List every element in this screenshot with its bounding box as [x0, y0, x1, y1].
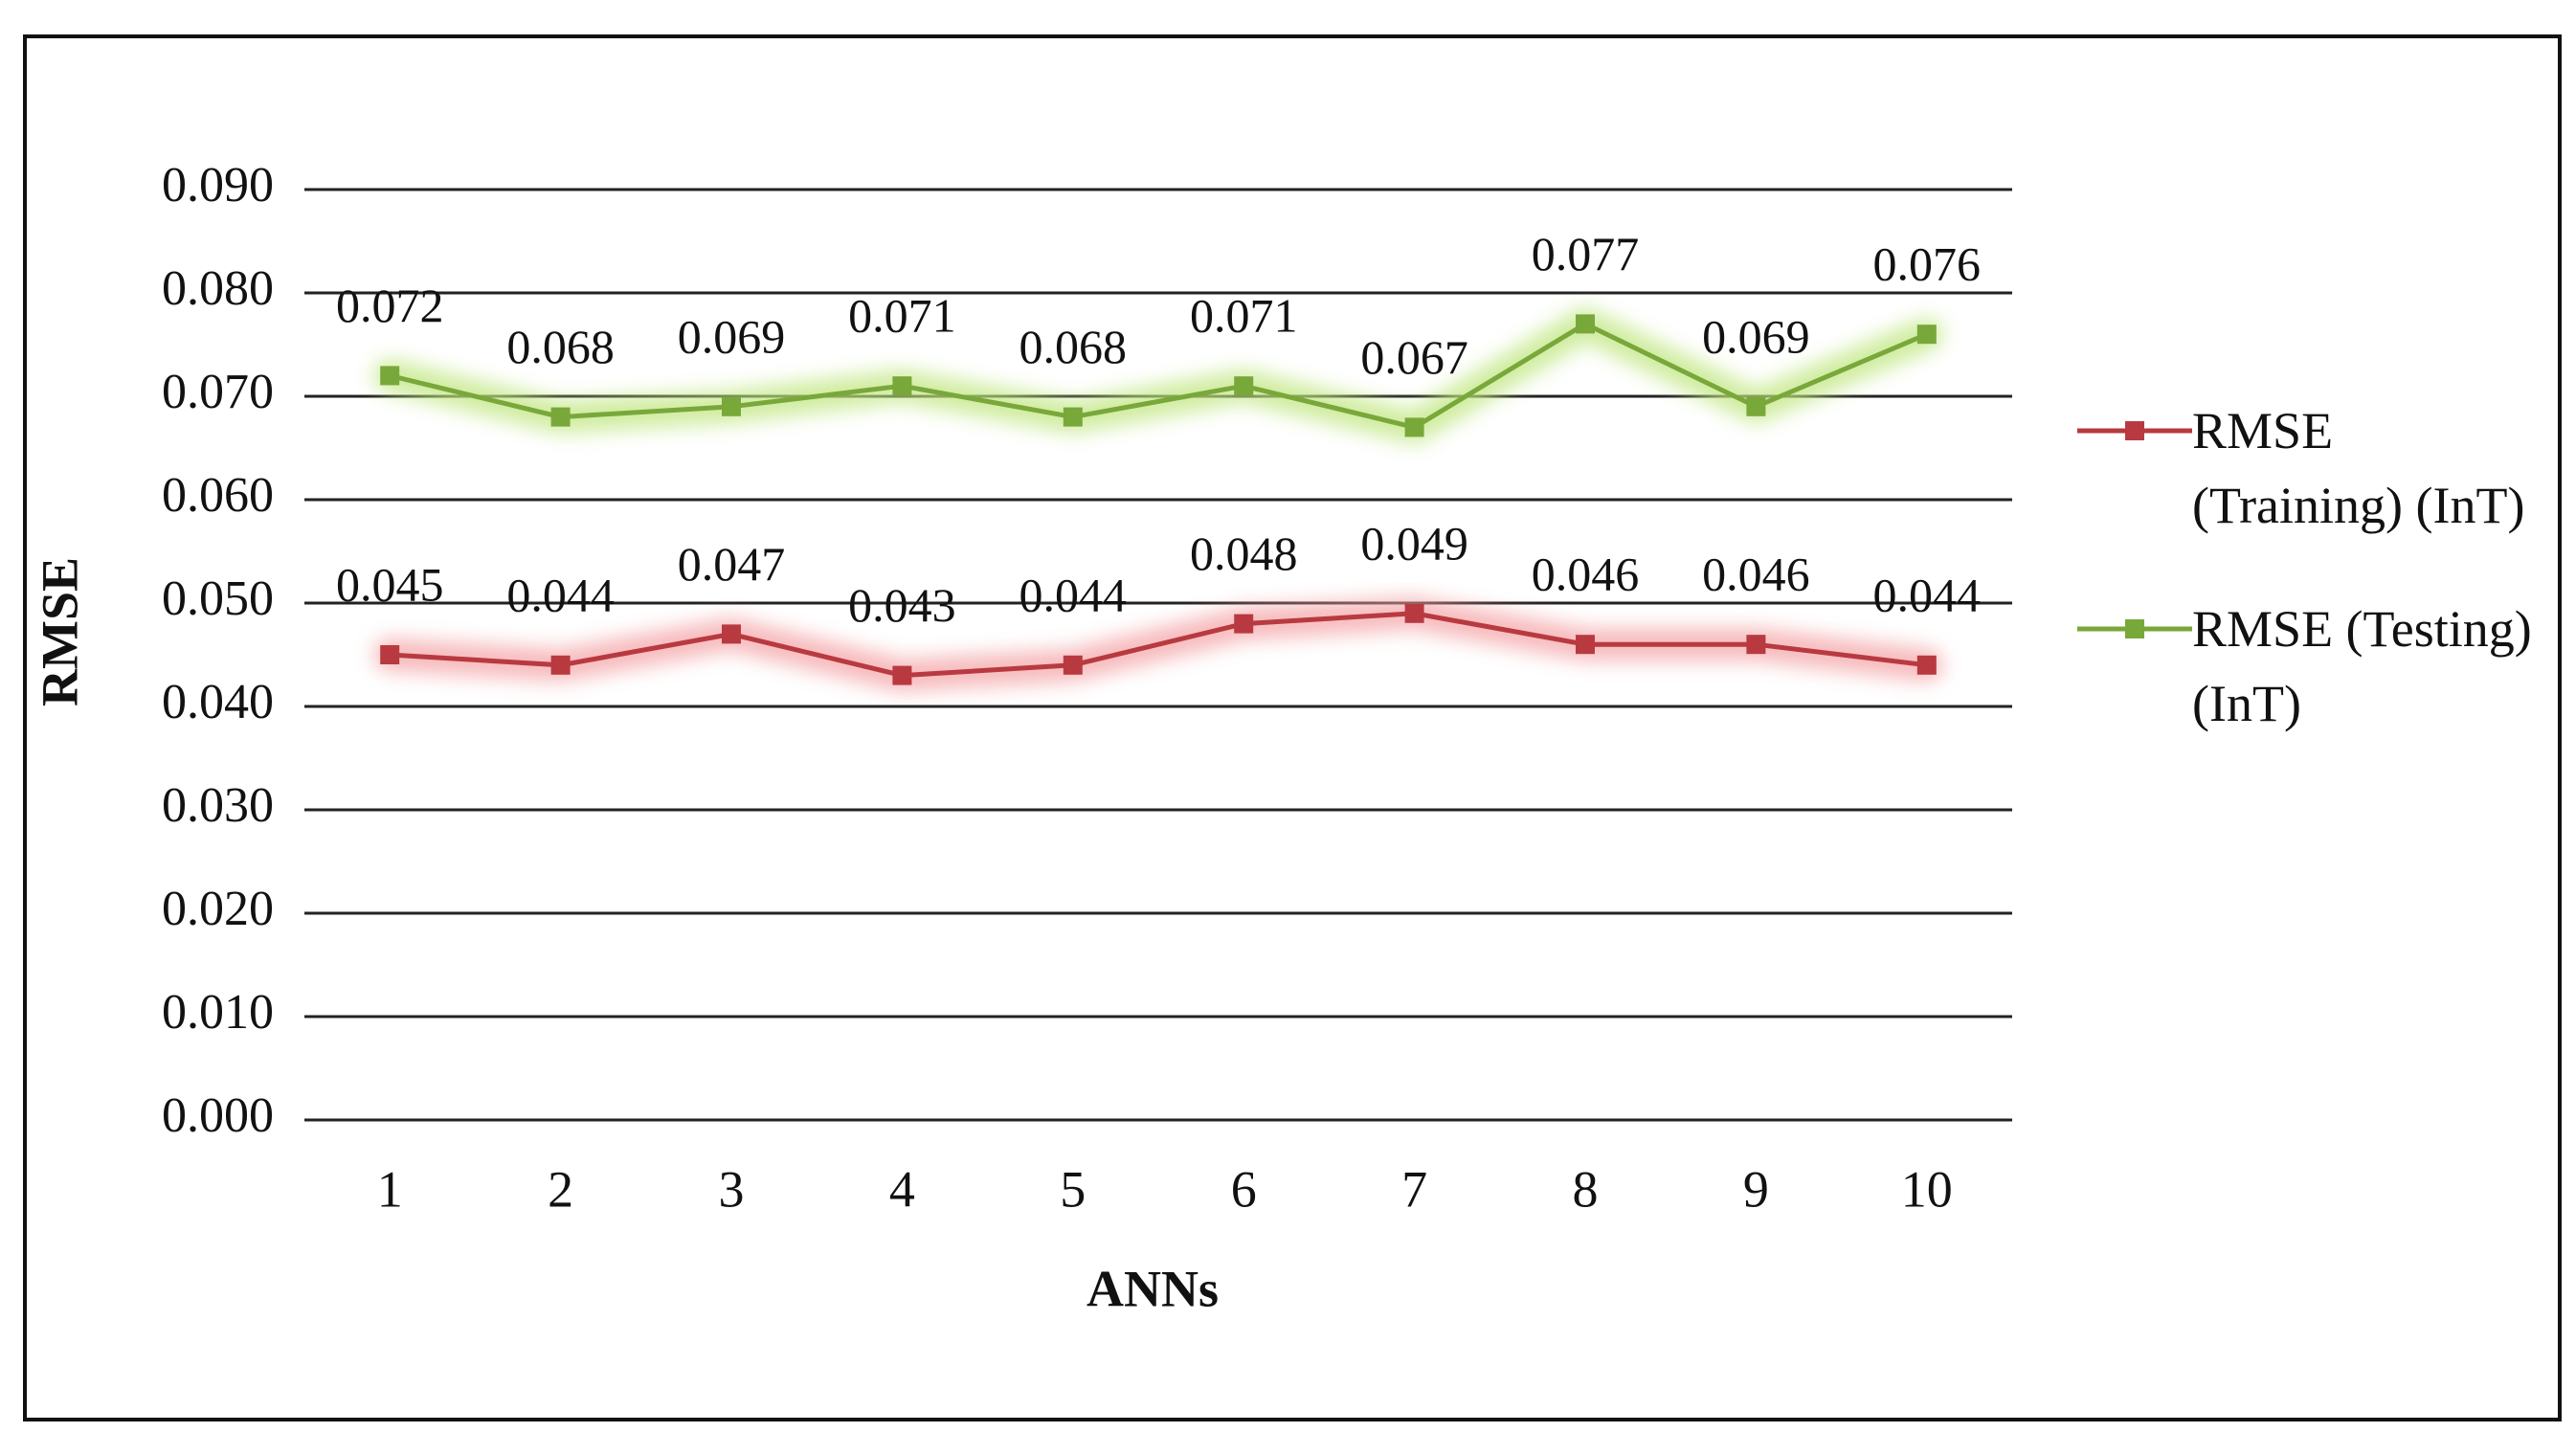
legend-key — [2077, 421, 2192, 440]
marker — [1746, 396, 1766, 416]
x-tick-label: 5 — [1060, 1160, 1086, 1218]
y-tick-label: 0.050 — [162, 571, 274, 626]
data-label: 0.076 — [1873, 237, 1982, 291]
x-tick-label: 2 — [548, 1160, 573, 1218]
x-tick-label: 7 — [1401, 1160, 1427, 1218]
data-label: 0.069 — [678, 309, 786, 363]
y-tick-label: 0.000 — [162, 1088, 274, 1143]
series-line — [390, 611, 1928, 679]
legend-key — [2077, 619, 2192, 638]
x-tick-label: 6 — [1231, 1160, 1257, 1218]
marker — [550, 407, 571, 427]
y-tick-label: 0.010 — [162, 985, 274, 1040]
data-label: 0.048 — [1190, 526, 1298, 580]
data-label: 0.077 — [1532, 227, 1640, 280]
y-tick-label: 0.040 — [162, 675, 274, 729]
x-tick-label: 10 — [1901, 1160, 1953, 1218]
data-label: 0.044 — [1873, 568, 1982, 621]
marker — [1916, 655, 1937, 675]
x-axis-title: ANNs — [1086, 1260, 1219, 1317]
frame — [23, 34, 2562, 1421]
marker — [892, 665, 912, 685]
y-tick-label: 0.020 — [162, 882, 274, 936]
legend-marker — [2125, 619, 2144, 638]
data-label: 0.046 — [1702, 548, 1810, 601]
y-tick-label: 0.030 — [162, 778, 274, 833]
marker — [1404, 417, 1424, 437]
data-label: 0.044 — [506, 568, 615, 621]
data-label: 0.067 — [1360, 330, 1468, 384]
legend-item: RMSE (Testing) (InT) — [2077, 600, 2575, 741]
x-tick-label: 9 — [1743, 1160, 1769, 1218]
legend-label: RMSE (Testing) (InT) — [2192, 600, 2532, 732]
y-tick-label: 0.060 — [162, 468, 274, 523]
y-tick-label: 0.090 — [162, 158, 274, 213]
y-tick-label: 0.080 — [162, 261, 274, 316]
marker — [1063, 655, 1083, 675]
x-tick-label: 1 — [377, 1160, 403, 1218]
data-label: 0.071 — [1190, 289, 1298, 343]
legend-marker — [2125, 421, 2144, 440]
marker — [1916, 325, 1937, 345]
marker — [380, 366, 400, 386]
data-label: 0.044 — [1019, 568, 1128, 621]
y-axis-title: RMSE — [31, 557, 88, 706]
marker — [1234, 614, 1254, 634]
marker — [722, 624, 741, 644]
marker — [380, 645, 400, 664]
data-label: 0.049 — [1360, 516, 1468, 570]
y-tick-label: 0.070 — [162, 365, 274, 419]
x-tick-label: 8 — [1573, 1160, 1599, 1218]
data-label: 0.047 — [678, 537, 786, 591]
marker — [1576, 635, 1595, 655]
marker — [722, 396, 741, 416]
legend: RMSE (Training) (InT) RMSE (Testing) (InT… — [2077, 402, 2575, 798]
data-label: 0.045 — [336, 557, 444, 611]
data-label: 0.046 — [1532, 548, 1640, 601]
marker — [1404, 603, 1424, 623]
marker — [1576, 314, 1595, 334]
data-label: 0.043 — [848, 578, 956, 632]
marker — [1063, 407, 1083, 427]
data-label: 0.069 — [1702, 309, 1810, 363]
marker — [892, 376, 912, 396]
series-line — [389, 321, 1928, 431]
marker — [550, 655, 571, 675]
legend-item: RMSE (Training) (InT) — [2077, 402, 2575, 543]
marker — [1746, 635, 1766, 655]
legend-label: RMSE (Training) (InT) — [2192, 402, 2525, 534]
x-tick-label: 3 — [719, 1160, 745, 1218]
data-label: 0.072 — [336, 279, 444, 332]
marker — [1234, 376, 1254, 396]
data-label: 0.071 — [848, 289, 956, 343]
x-tick-label: 4 — [889, 1160, 915, 1218]
data-label: 0.068 — [1019, 320, 1128, 373]
data-label: 0.068 — [506, 320, 615, 373]
